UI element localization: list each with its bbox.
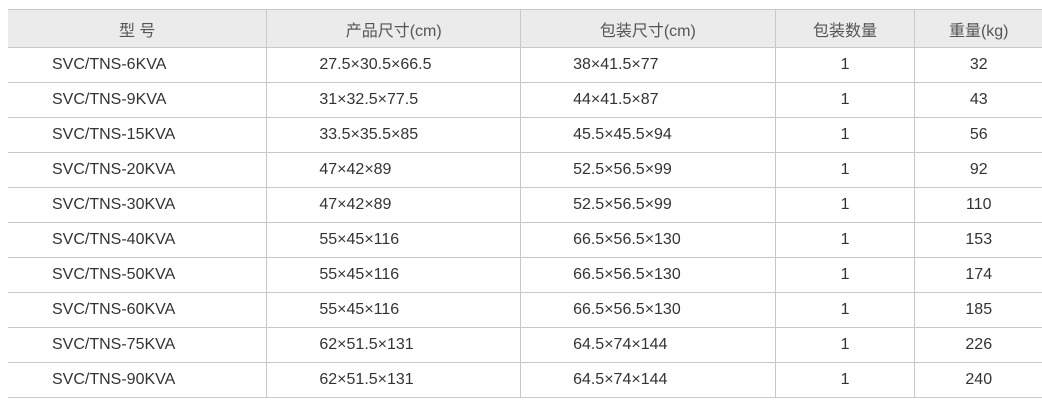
table-row: SVC/TNS-40KVA 55×45×116 66.5×56.5×130 1 153 xyxy=(8,222,1042,258)
cell-product-size: 62×51.5×131 xyxy=(266,362,521,398)
cell-weight: 92 xyxy=(914,152,1042,188)
cell-product-size: 47×42×89 xyxy=(266,152,521,188)
cell-model: SVC/TNS-50KVA xyxy=(8,257,267,293)
cell-model: SVC/TNS-90KVA xyxy=(8,362,267,398)
cell-model: SVC/TNS-60KVA xyxy=(8,292,267,328)
cell-product-size: 33.5×35.5×85 xyxy=(266,117,521,153)
table-row: SVC/TNS-75KVA 62×51.5×131 64.5×74×144 1 226 xyxy=(8,327,1042,363)
cell-model: SVC/TNS-20KVA xyxy=(8,152,267,188)
table-row: SVC/TNS-50KVA 55×45×116 66.5×56.5×130 1 174 xyxy=(8,257,1042,293)
cell-product-size: 31×32.5×77.5 xyxy=(266,82,521,118)
cell-weight: 43 xyxy=(914,82,1042,118)
table-header-row: 型 号产品尺寸(cm) 包装尺寸(cm) 包装数量 重量(kg) xyxy=(8,9,1042,48)
table-row: SVC/TNS-15KVA 33.5×35.5×85 45.5×45.5×94 1 56 xyxy=(8,117,1042,153)
cell-package-qty: 1 xyxy=(774,117,915,153)
cell-package-qty: 1 xyxy=(774,152,915,188)
cell-weight: 174 xyxy=(914,257,1042,293)
cell-package-size: 64.5×74×144 xyxy=(520,362,776,398)
cell-package-qty: 1 xyxy=(774,327,915,363)
cell-model: SVC/TNS-6KVA xyxy=(8,47,267,83)
cell-package-qty: 1 xyxy=(774,82,915,118)
cell-model: SVC/TNS-30KVA xyxy=(8,187,267,223)
header-model: 型 号 xyxy=(8,9,267,48)
cell-model: SVC/TNS-75KVA xyxy=(8,327,267,363)
cell-package-qty: 1 xyxy=(774,257,915,293)
cell-package-size: 64.5×74×144 xyxy=(520,327,776,363)
cell-package-qty: 1 xyxy=(774,222,915,258)
cell-weight: 185 xyxy=(914,292,1042,328)
cell-weight: 153 xyxy=(914,222,1042,258)
cell-package-qty: 1 xyxy=(774,47,915,83)
cell-package-size: 66.5×56.5×130 xyxy=(520,257,776,293)
cell-package-size: 52.5×56.5×99 xyxy=(520,187,776,223)
cell-product-size: 55×45×116 xyxy=(266,222,521,258)
cell-package-qty: 1 xyxy=(774,292,915,328)
cell-model: SVC/TNS-9KVA xyxy=(8,82,267,118)
table-row: SVC/TNS-9KVA 31×32.5×77.5 44×41.5×87 1 43 xyxy=(8,82,1042,118)
table-row: SVC/TNS-20KVA 47×42×89 52.5×56.5×99 1 92 xyxy=(8,152,1042,188)
cell-package-size: 38×41.5×77 xyxy=(520,47,776,83)
cell-model: SVC/TNS-40KVA xyxy=(8,222,267,258)
cell-package-size: 66.5×56.5×130 xyxy=(520,292,776,328)
cell-package-size: 44×41.5×87 xyxy=(520,82,776,118)
cell-product-size: 27.5×30.5×66.5 xyxy=(266,47,521,83)
cell-model: SVC/TNS-15KVA xyxy=(8,117,267,153)
table-row: SVC/TNS-60KVA 55×45×116 66.5×56.5×130 1 185 xyxy=(8,292,1042,328)
cell-weight: 240 xyxy=(914,362,1042,398)
cell-package-size: 52.5×56.5×99 xyxy=(520,152,776,188)
cell-product-size: 62×51.5×131 xyxy=(266,327,521,363)
cell-package-size: 66.5×56.5×130 xyxy=(520,222,776,258)
header-package-qty: 包装数量 xyxy=(774,9,915,48)
cell-package-size: 45.5×45.5×94 xyxy=(520,117,776,153)
cell-weight: 226 xyxy=(914,327,1042,363)
table-row: SVC/TNS-90KVA 62×51.5×131 64.5×74×144 1 240 xyxy=(8,362,1042,398)
header-product-size: 产品尺寸(cm) xyxy=(266,9,521,48)
cell-package-qty: 1 xyxy=(774,187,915,223)
cell-weight: 56 xyxy=(914,117,1042,153)
table-row: SVC/TNS-30KVA 47×42×89 52.5×56.5×99 1 110 xyxy=(8,187,1042,223)
cell-weight: 32 xyxy=(914,47,1042,83)
cell-weight: 110 xyxy=(914,187,1042,223)
cell-package-qty: 1 xyxy=(774,362,915,398)
cell-product-size: 55×45×116 xyxy=(266,292,521,328)
cell-product-size: 47×42×89 xyxy=(266,187,521,223)
header-package-size: 包装尺寸(cm) xyxy=(520,9,776,48)
header-weight: 重量(kg) xyxy=(914,9,1042,48)
spec-table: 型 号产品尺寸(cm) 包装尺寸(cm) 包装数量 重量(kg) SVC/TNS-6K… xyxy=(8,9,1042,398)
cell-product-size: 55×45×116 xyxy=(266,257,521,293)
table-row: SVC/TNS-6KVA 27.5×30.5×66.5 38×41.5×77 1 32 xyxy=(8,47,1042,83)
